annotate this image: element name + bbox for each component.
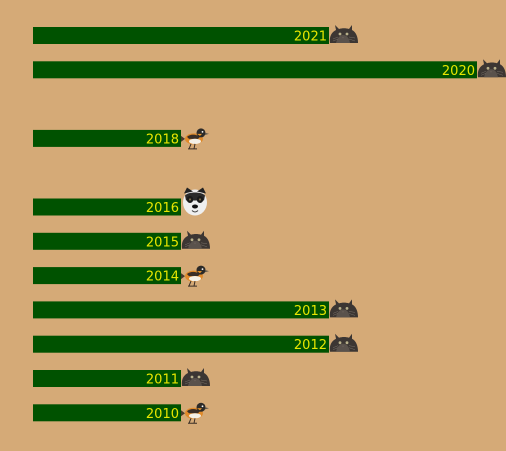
cat-icon bbox=[329, 24, 359, 44]
bar-2016 bbox=[33, 198, 181, 216]
bird-icon bbox=[180, 402, 210, 424]
bar-2021 bbox=[33, 27, 329, 44]
cat-icon bbox=[181, 230, 211, 250]
bar-2020 bbox=[33, 61, 477, 79]
cat-icon bbox=[329, 299, 359, 318]
bar-label-2021: 2021 bbox=[294, 30, 327, 45]
bar-2014 bbox=[33, 267, 181, 285]
bar-label-2015: 2015 bbox=[146, 235, 179, 250]
bird-icon bbox=[180, 265, 210, 287]
bar-2015 bbox=[33, 232, 181, 250]
bar-label-2011: 2011 bbox=[146, 373, 179, 388]
bar-label-2016: 2016 bbox=[146, 201, 179, 216]
bar-2013 bbox=[33, 301, 329, 319]
bar-2012 bbox=[33, 335, 329, 353]
bar-2018 bbox=[33, 129, 181, 147]
bar-2011 bbox=[33, 370, 181, 387]
cat-icon bbox=[181, 367, 211, 387]
bar-2010 bbox=[33, 404, 181, 422]
bird-icon bbox=[180, 127, 210, 150]
cat-icon bbox=[329, 333, 359, 352]
cat-icon bbox=[477, 59, 506, 78]
bar-label-2020: 2020 bbox=[442, 64, 475, 79]
bar-label-2012: 2012 bbox=[294, 338, 327, 353]
bar-label-2010: 2010 bbox=[146, 407, 179, 422]
bar-label-2013: 2013 bbox=[294, 304, 327, 319]
bar-group: 2021 2020 2018 2016 2015 2014 2013 2012 2011 2010 bbox=[33, 24, 506, 424]
bar-label-2014: 2014 bbox=[146, 270, 179, 285]
bar-label-2018: 2018 bbox=[146, 132, 179, 147]
dog-icon bbox=[182, 187, 208, 216]
